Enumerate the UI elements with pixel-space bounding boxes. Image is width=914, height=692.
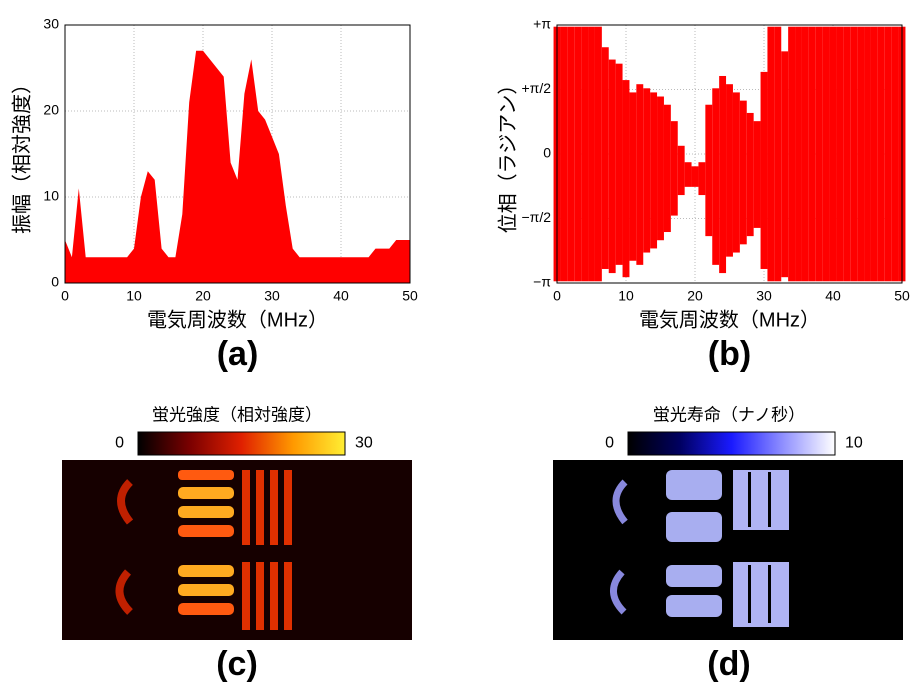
phase-band — [712, 88, 720, 265]
phase-band — [884, 26, 892, 282]
phase-band — [608, 59, 616, 274]
phase-band — [781, 51, 789, 278]
x-axis-label: 電気周波数（MHz） — [147, 308, 328, 331]
phase-band — [870, 26, 878, 282]
x-tick-label: 0 — [553, 288, 561, 304]
phase-band — [843, 26, 851, 282]
phase-band — [698, 162, 706, 196]
x-tick-label: 10 — [126, 288, 142, 304]
y-tick-label: 0 — [51, 274, 59, 290]
phase-band — [594, 26, 602, 282]
y-tick-label: −π/2 — [521, 209, 551, 225]
x-tick-label: 50 — [894, 288, 910, 304]
phase-band — [739, 100, 747, 245]
phase-band — [560, 26, 568, 282]
phase-band — [670, 121, 678, 216]
phase-band — [788, 26, 796, 282]
phase-band — [760, 71, 768, 269]
phase-band — [684, 162, 692, 187]
panel-label: (c) — [216, 645, 258, 683]
x-tick-label: 20 — [195, 288, 211, 304]
x-tick-label: 20 — [687, 288, 703, 304]
x-axis-label: 電気周波数（MHz） — [639, 308, 820, 331]
panel-label: (a) — [217, 335, 259, 373]
phase-band — [836, 26, 844, 282]
phase-band — [746, 112, 754, 237]
y-tick-label: 10 — [43, 188, 59, 204]
phase-band — [622, 80, 630, 278]
colorbar-tick-label: 0 — [605, 435, 614, 452]
phase-band — [822, 26, 830, 282]
x-tick-label: 40 — [333, 288, 349, 304]
phase-band — [857, 26, 865, 282]
phase-band — [663, 104, 671, 233]
phase-band — [650, 92, 658, 249]
y-tick-label: 30 — [43, 16, 59, 32]
colorbar — [627, 431, 836, 456]
colorbar-tick-label: 0 — [115, 435, 124, 452]
phase-band — [850, 26, 858, 282]
phase-band — [567, 26, 575, 282]
phase-band — [732, 92, 740, 253]
phase-band — [677, 145, 685, 196]
phase-band — [657, 96, 664, 241]
phase-band — [774, 26, 782, 282]
panel-label: (b) — [708, 335, 751, 373]
phase-band — [629, 92, 637, 261]
y-tick-label: +π/2 — [521, 80, 551, 96]
phase-band — [636, 84, 644, 265]
y-axis-label: 位相（ラジアン） — [496, 75, 519, 234]
phase-band — [601, 47, 609, 269]
phase-band — [829, 26, 837, 282]
y-axis-label: 振幅（相対強度） — [10, 74, 33, 234]
phase-band — [891, 26, 899, 282]
colorbar-title: 蛍光強度（相対強度） — [152, 405, 322, 424]
plot-frame — [556, 24, 903, 284]
phase-band — [801, 26, 809, 282]
phase-band — [795, 26, 802, 282]
x-tick-label: 40 — [825, 288, 841, 304]
phase-band — [705, 104, 713, 237]
phase-band — [808, 26, 816, 282]
phase-band — [767, 26, 775, 282]
x-tick-label: 30 — [264, 288, 280, 304]
y-tick-label: 20 — [43, 102, 59, 118]
x-tick-label: 30 — [756, 288, 772, 304]
phase-band — [574, 26, 582, 282]
phase-band — [726, 84, 733, 257]
x-tick-label: 0 — [61, 288, 69, 304]
x-tick-label: 10 — [618, 288, 634, 304]
phase-band — [615, 63, 623, 265]
panel-label: (d) — [707, 645, 750, 683]
phase-band — [719, 75, 727, 274]
colorbar-tick-label: 10 — [845, 435, 863, 452]
intensity-image — [62, 460, 412, 640]
y-tick-label: −π — [533, 274, 551, 290]
lifetime-image — [553, 460, 903, 640]
phase-band — [588, 26, 595, 282]
phase-band — [877, 26, 885, 282]
colorbar-tick-label: 30 — [355, 435, 373, 452]
phase-band — [753, 121, 761, 228]
x-tick-label: 50 — [402, 288, 418, 304]
plot-frame — [64, 24, 411, 284]
colorbar-title: 蛍光寿命（ナノ秒） — [653, 405, 805, 424]
phase-band — [643, 88, 651, 253]
phase-band — [864, 26, 871, 282]
y-tick-label: 0 — [543, 145, 551, 161]
y-tick-label: +π — [533, 16, 551, 32]
phase-band — [815, 26, 823, 282]
phase-band — [691, 166, 699, 187]
colorbar — [137, 431, 346, 456]
phase-band — [581, 26, 589, 282]
amplitude-area — [65, 50, 410, 283]
